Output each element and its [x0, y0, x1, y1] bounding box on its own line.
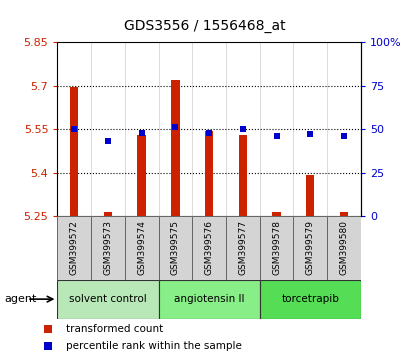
Bar	[259, 280, 360, 319]
Bar	[192, 216, 225, 280]
Bar	[91, 216, 124, 280]
Bar	[225, 216, 259, 280]
Text: GDS3556 / 1556468_at: GDS3556 / 1556468_at	[124, 19, 285, 34]
Bar	[272, 212, 280, 216]
Bar	[339, 212, 347, 216]
Text: GSM399580: GSM399580	[339, 220, 348, 275]
Bar	[158, 280, 259, 319]
Text: angiotensin II: angiotensin II	[173, 294, 244, 304]
Text: GSM399579: GSM399579	[305, 220, 314, 275]
Bar	[124, 216, 158, 280]
Bar	[204, 131, 213, 216]
Bar	[57, 216, 91, 280]
Bar	[137, 135, 146, 216]
Text: agent: agent	[4, 294, 36, 304]
Bar	[103, 212, 112, 216]
Bar	[70, 87, 78, 216]
Bar	[158, 216, 192, 280]
Text: GSM399578: GSM399578	[271, 220, 280, 275]
Bar	[293, 216, 326, 280]
Bar	[259, 216, 293, 280]
Text: torcetrapib: torcetrapib	[281, 294, 338, 304]
Text: GSM399574: GSM399574	[137, 220, 146, 275]
Text: percentile rank within the sample: percentile rank within the sample	[66, 341, 242, 351]
Bar	[171, 80, 179, 216]
Text: GSM399572: GSM399572	[70, 220, 79, 275]
Text: transformed count: transformed count	[66, 324, 163, 333]
Text: GSM399577: GSM399577	[238, 220, 247, 275]
Text: GSM399573: GSM399573	[103, 220, 112, 275]
Bar	[326, 216, 360, 280]
Text: GSM399576: GSM399576	[204, 220, 213, 275]
Bar	[57, 280, 158, 319]
Bar	[305, 176, 314, 216]
Bar	[238, 135, 247, 216]
Text: solvent control: solvent control	[69, 294, 146, 304]
Text: GSM399575: GSM399575	[171, 220, 180, 275]
